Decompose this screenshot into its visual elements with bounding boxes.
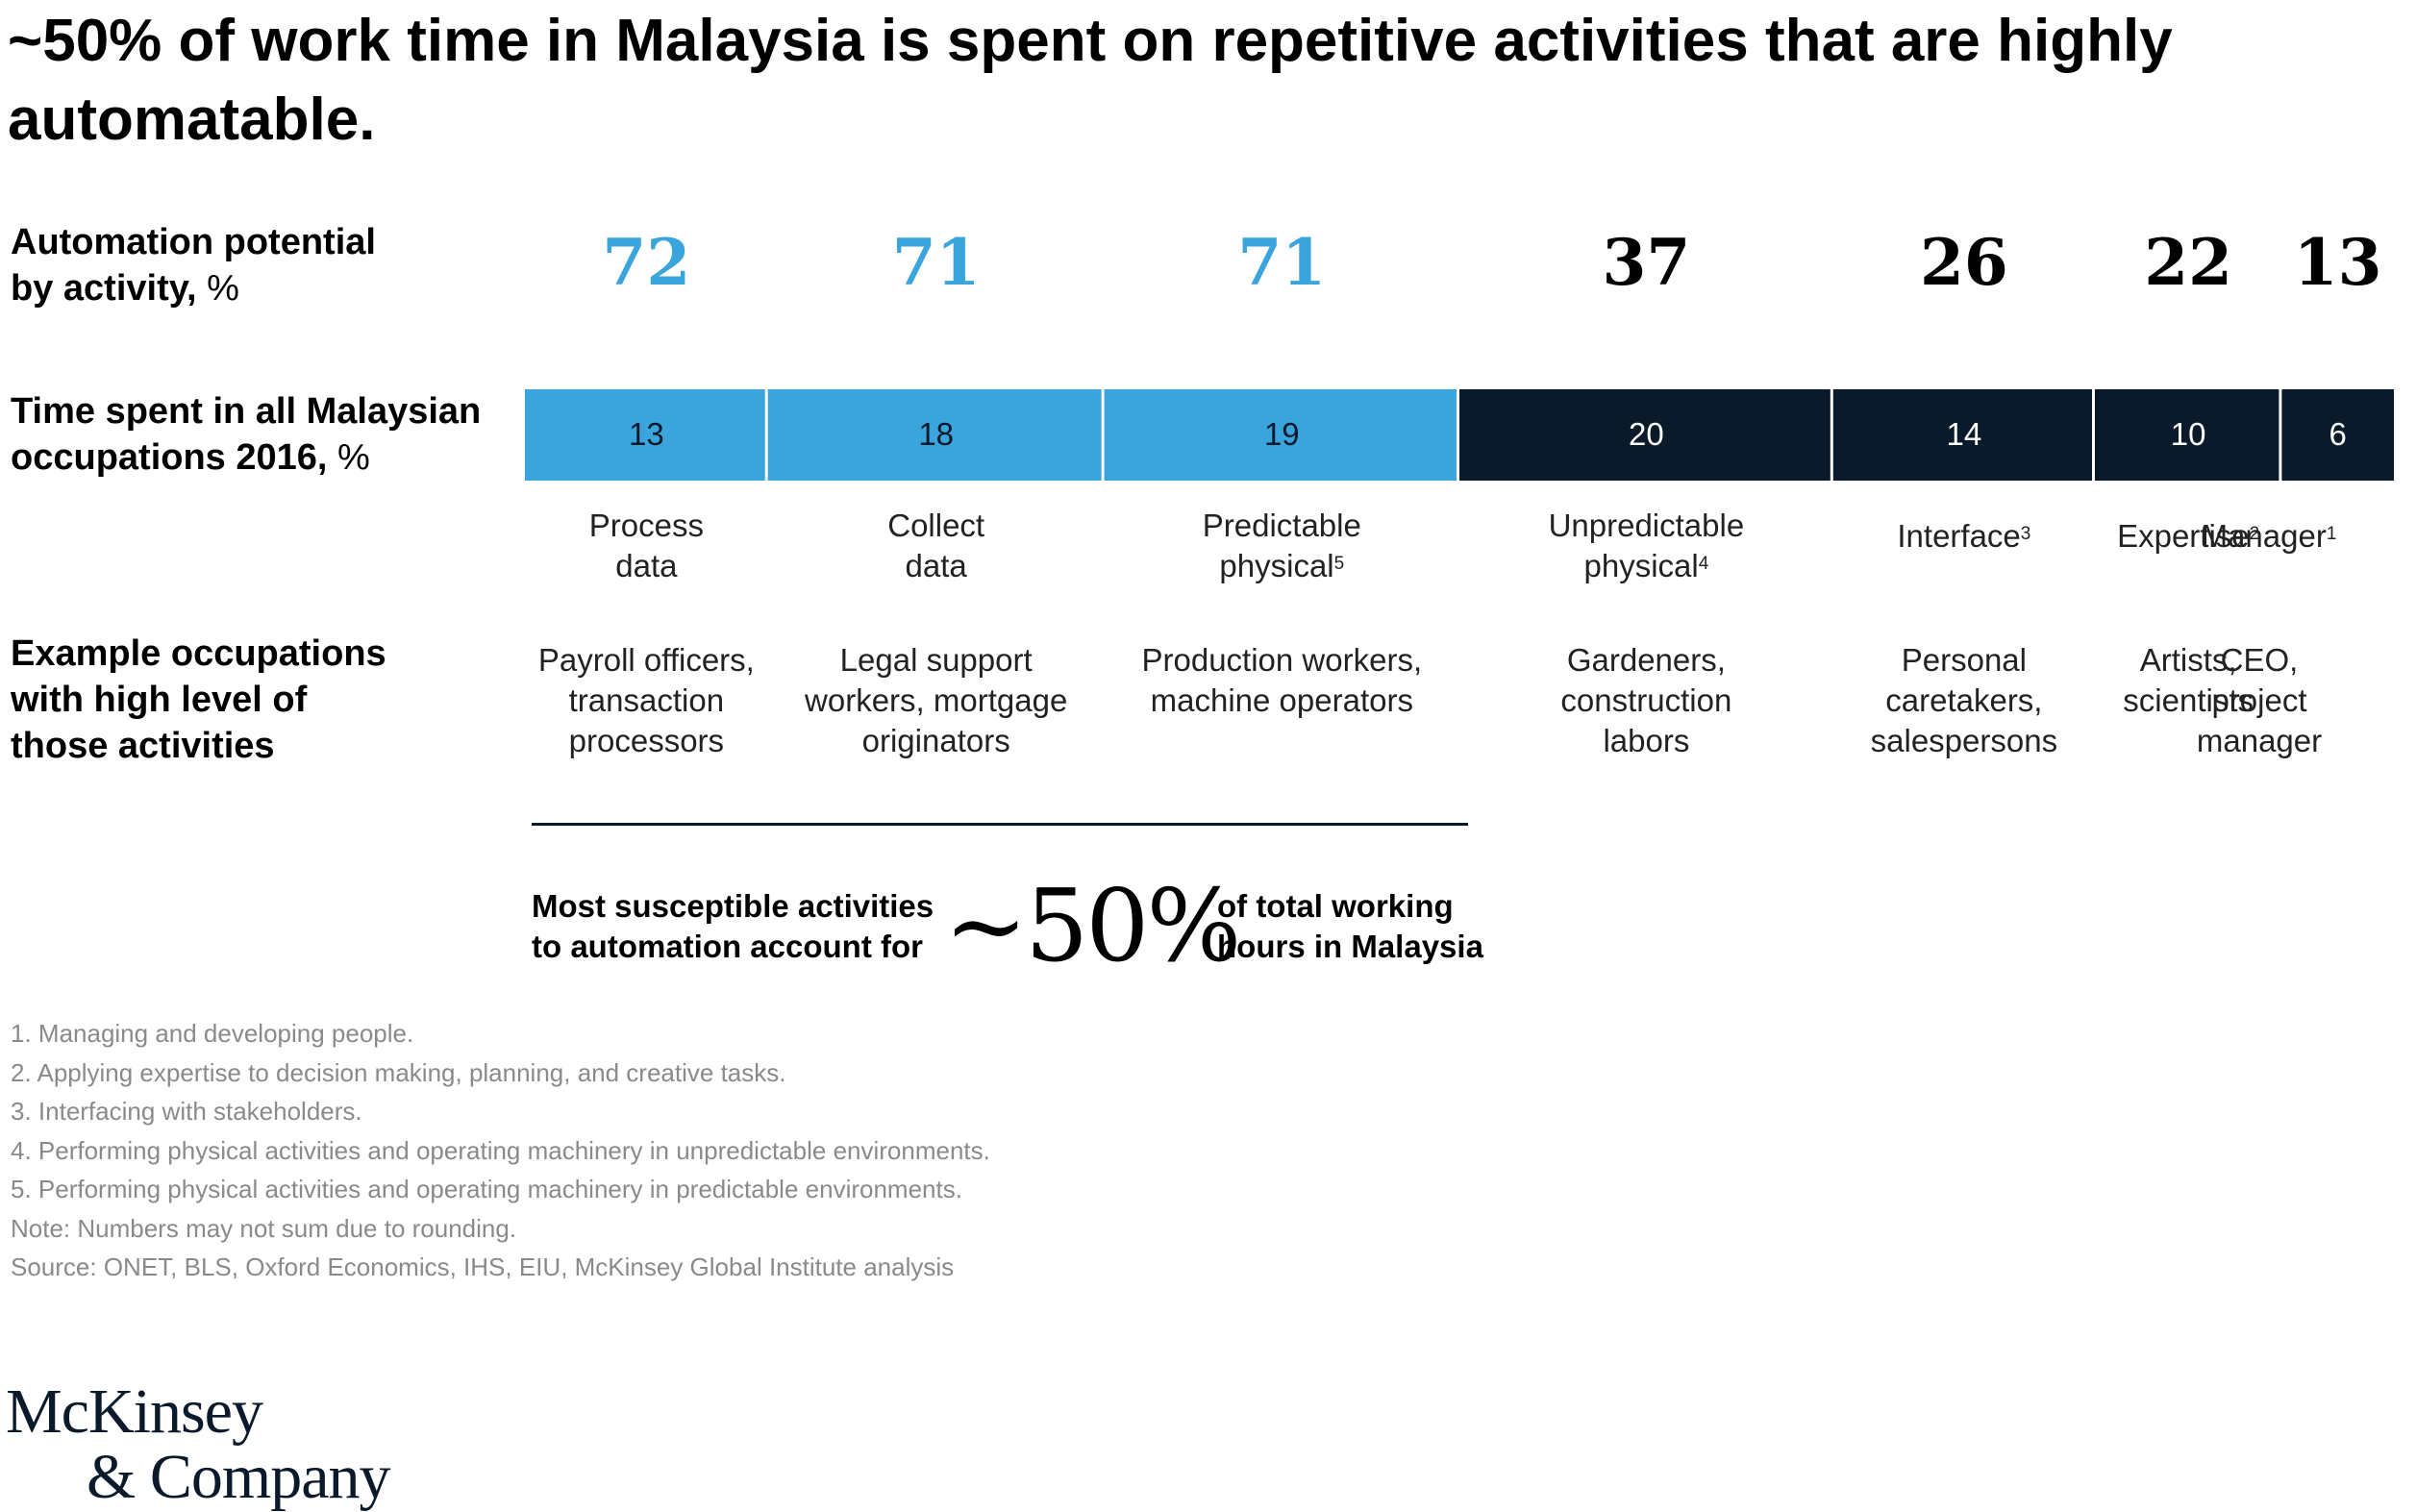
potential-label-unit: %	[196, 268, 239, 309]
example-occupations-5: Personal caretakers, salespersons	[1810, 640, 2118, 761]
occupation-line-1: Gardeners,	[1566, 642, 1726, 678]
automation-potential-5: 26	[1919, 225, 2008, 300]
occupation-line-3: labors	[1603, 723, 1690, 758]
footnote-marker: 1	[2326, 524, 2337, 544]
bar-segment-value-5: 14	[1946, 416, 1982, 452]
activity-label-7: Manager1	[2125, 516, 2413, 557]
automation-potential-2: 71	[891, 225, 981, 300]
activity-label-3: Predictable physical5	[1137, 506, 1426, 586]
footnote-marker: 5	[1333, 554, 1345, 574]
activity-label-line2: data	[615, 548, 678, 583]
potential-row-label: Automation potential by activity, %	[11, 219, 414, 311]
activity-label-line2: physical5	[1219, 548, 1345, 583]
example-occupations-6: Artists, scientists	[2034, 640, 2342, 721]
callout-left-text: Most susceptible activities to automatio…	[532, 886, 934, 967]
activity-label-line2: physical4	[1583, 548, 1709, 583]
occupation-line-3: salespersons	[1870, 723, 2058, 758]
callout-right-line2: hours in Malaysia	[1217, 929, 1483, 964]
occupation-line-3: originators	[861, 723, 1010, 758]
occupation-line-1: CEO,	[2220, 642, 2299, 678]
activity-label-line1: Unpredictable	[1548, 508, 1745, 543]
callout-right-line1: of total working	[1217, 888, 1454, 924]
callout-left-line1: Most susceptible activities	[532, 888, 934, 924]
occupation-line-2: scientists	[2123, 682, 2254, 718]
activity-label-line1: Collect	[887, 508, 985, 543]
time-row-label: Time spent in all Malaysian occupations …	[11, 388, 491, 481]
activity-label-line1: Expertise2	[2117, 518, 2260, 554]
occupation-line-1: Legal support	[839, 642, 1033, 678]
callout-divider	[532, 823, 1468, 826]
activity-label-2: Collect data	[792, 506, 1081, 586]
occupation-line-2: project	[2211, 682, 2307, 718]
footnote-3: 3. Interfacing with stakeholders.	[11, 1097, 362, 1126]
occupation-line-1: Production workers,	[1141, 642, 1423, 678]
bar-segment-value-7: 6	[2329, 416, 2347, 452]
activity-label-6: Expertise2	[2044, 516, 2332, 557]
mckinsey-logo-line1: McKinsey	[6, 1376, 263, 1447]
bar-segment-value-2: 18	[918, 416, 955, 452]
example-occupations-7: CEO, project manager	[2105, 640, 2413, 761]
occupation-line-2: construction	[1560, 682, 1732, 718]
activity-label-line1: Manager1	[2201, 518, 2337, 554]
activity-label-line1: Process	[588, 508, 704, 543]
bar-segment-value-4: 20	[1629, 416, 1664, 452]
footnotes: 1. Managing and developing people. 2. Ap…	[11, 1014, 990, 1287]
potential-label-text: Automation potential by activity,	[11, 222, 376, 309]
activity-label-5: Interface3	[1820, 516, 2108, 557]
footnote-marker: 2	[2249, 524, 2260, 544]
occupation-line-1: Personal	[1901, 642, 2027, 678]
chart-title: ~50% of work time in Malaysia is spent o…	[8, 8, 2173, 153]
automation-potential-7: 13	[2293, 225, 2382, 300]
time-label-text: Time spent in all Malaysian occupations …	[11, 391, 482, 478]
activity-label-line1: Predictable	[1202, 508, 1361, 543]
bar-segment-value-1: 13	[629, 416, 664, 452]
footnote-1: 1. Managing and developing people.	[11, 1019, 414, 1048]
activity-label-1: Process data	[502, 506, 790, 586]
footnote-2: 2. Applying expertise to decision making…	[11, 1057, 786, 1087]
example-occupations-1: Payroll officers, transaction processors	[492, 640, 800, 761]
occupation-line-1: Payroll officers,	[537, 642, 755, 678]
activity-label-line2: data	[905, 548, 967, 583]
callout-big-number: ~50%	[944, 867, 1241, 984]
footnote-marker: 4	[1698, 554, 1709, 574]
example-occupations-4: Gardeners, construction labors	[1492, 640, 1800, 761]
time-label-unit: %	[327, 437, 370, 478]
occupation-row-label: Example occupations with high level of t…	[11, 633, 386, 766]
example-occupations-3: Production workers, machine operators	[1128, 640, 1435, 721]
automation-potential-3: 71	[1237, 225, 1327, 300]
occupation-line-2: transaction	[568, 682, 725, 718]
mckinsey-logo-line2: & Company	[87, 1442, 390, 1512]
footnote-5: 5. Performing physical activities and op…	[11, 1175, 962, 1203]
automation-potential-4: 37	[1602, 225, 1691, 300]
occupation-line-2: workers, mortgage	[805, 682, 1068, 718]
footnote-marker: 3	[2020, 524, 2031, 544]
callout-left-line2: to automation account for	[532, 929, 923, 964]
source-note: Source: ONET, BLS, Oxford Economics, IHS…	[11, 1252, 955, 1281]
activity-label-4: Unpredictable physical4	[1502, 506, 1790, 586]
bar-segment-value-3: 19	[1263, 416, 1300, 452]
activity-label-line1: Interface3	[1897, 518, 2031, 554]
automation-potential-1: 72	[602, 225, 691, 300]
callout-right-text: of total working hours in Malaysia	[1217, 886, 1483, 967]
occupation-line-3: processors	[568, 723, 725, 758]
note-rounding: Note: Numbers may not sum due to roundin…	[11, 1213, 517, 1243]
automation-potential-6: 22	[2144, 225, 2233, 300]
occupation-line-3: manager	[2196, 723, 2323, 758]
footnote-4: 4. Performing physical activities and op…	[11, 1135, 990, 1165]
occupation-line-2: machine operators	[1150, 682, 1413, 718]
bar-segment-value-6: 10	[2170, 416, 2206, 452]
occupation-line-1: Artists,	[2139, 642, 2237, 678]
occupation-line-2: caretakers,	[1885, 682, 2043, 718]
example-occupations-2: Legal support workers, mortgage originator…	[783, 640, 1090, 761]
